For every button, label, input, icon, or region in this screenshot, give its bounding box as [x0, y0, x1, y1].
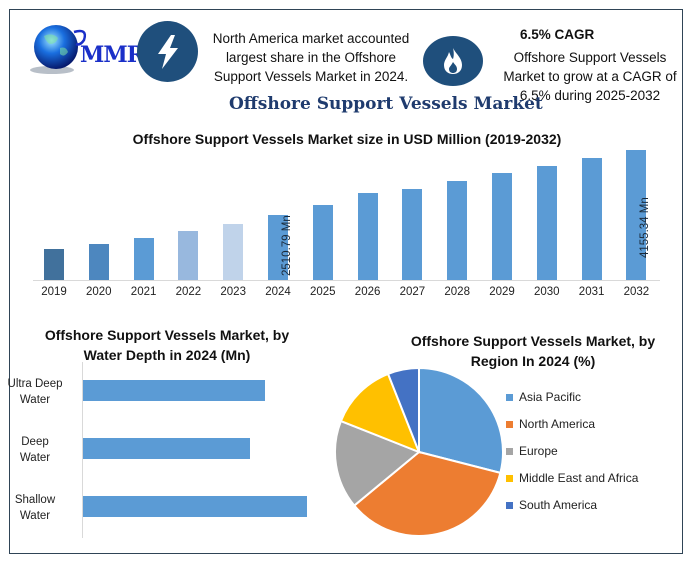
x-tick-label: 2032: [623, 286, 650, 298]
pie-slice-middle-east-and-africa: [339, 372, 421, 454]
region-pie-chart: [334, 366, 504, 537]
bar-value-label: 4155.34 Mn: [639, 197, 652, 258]
x-tick-label: 2019: [41, 286, 67, 298]
blurb-line: largest share in the Offshore: [225, 50, 397, 65]
x-tick-label: 2025: [310, 286, 336, 298]
bar-2029: [492, 173, 512, 280]
mmr-logo: MMR: [22, 20, 145, 82]
legend-swatch: [506, 393, 513, 401]
y-axis: [82, 362, 83, 538]
bar-2031: [581, 158, 602, 280]
lightning-bolt-icon: [137, 21, 198, 82]
water-depth-categories: Ultra Deep Water Deep Water Shallow Water: [4, 362, 80, 538]
blurb-line: Offshore Support Vessels: [513, 50, 667, 65]
legend-item: Middle East and Africa: [506, 471, 638, 485]
hbar-deep-water: [83, 438, 250, 459]
x-tick-label: 2022: [175, 286, 202, 298]
bar-2032: 4155.34 Mn: [626, 150, 651, 280]
bar-2022: [178, 231, 199, 280]
x-tick-label: 2029: [489, 286, 515, 298]
bar-2021: [133, 238, 154, 280]
bar-2020: [88, 244, 109, 280]
logo-text: MMR: [80, 42, 145, 68]
legend-item: South America: [506, 498, 597, 512]
x-tick-label: 2024: [265, 286, 291, 298]
blurb-line: 6.5% during 2025-2032: [519, 88, 661, 103]
bar-value-label: 2510.79 Mn: [281, 215, 293, 276]
blurb-line: North America market accounted: [212, 31, 410, 46]
water-depth-chart-title: Offshore Support Vessels Market, by Wate…: [44, 327, 290, 363]
bar-2030: [536, 166, 557, 280]
pie-slice-north-america: [352, 450, 502, 537]
pie-slice-asia-pacific: [418, 366, 504, 475]
x-tick-label: 2028: [444, 286, 470, 298]
category-label: Deep Water: [19, 436, 51, 464]
hbar-shallow-water: [83, 496, 307, 517]
region-legend: Asia Pacific North America Europe Middle Ea…: [506, 390, 676, 520]
x-tick-label: 2020: [86, 286, 112, 298]
bar-2027: [402, 189, 423, 280]
bar-2024: 2510.79 Mn: [268, 215, 293, 280]
cagr-title: 6.5% CAGR: [520, 27, 595, 42]
north-america-blurb: North America market accounted largest s…: [203, 29, 419, 86]
hbar-ultra-deep-water: [83, 380, 265, 401]
pie-slice-europe: [334, 419, 421, 507]
x-tick-label: 2031: [578, 286, 605, 298]
blurb-line: Market to grow at a CAGR of: [503, 69, 677, 84]
legend-label: North America: [519, 417, 596, 431]
legend-label: South America: [519, 498, 598, 512]
legend-label: Middle East and Africa: [519, 471, 639, 485]
market-size-column-chart: 2019 2020 2021 2022 2023 2510.79 Mn 2024 2025 20…: [33, 140, 660, 298]
bar-2026: [357, 193, 378, 280]
x-tick-label: 2026: [354, 286, 381, 298]
bar-2025: [312, 205, 333, 280]
legend-swatch: [506, 420, 513, 428]
legend-label: Asia Pacific: [519, 390, 582, 404]
infographic-frame: [9, 9, 683, 554]
category-label: Ultra Deep Water: [7, 378, 63, 406]
water-depth-bar-chart: [82, 362, 322, 538]
legend-item: Europe: [506, 444, 558, 458]
legend-label: Europe: [519, 444, 558, 458]
bar-2028: [447, 181, 468, 280]
x-tick-label: 2021: [130, 286, 157, 298]
flame-icon: [423, 36, 483, 86]
market-size-chart-title: Offshore Support Vessels Market size in …: [132, 131, 562, 147]
x-axis: [33, 280, 660, 281]
region-chart-title: Offshore Support Vessels Market, by Regi…: [410, 333, 656, 369]
x-tick-label: 2023: [220, 286, 246, 298]
blurb-line: Support Vessels Market in 2024.: [213, 69, 409, 84]
globe-icon: [30, 25, 87, 74]
bar-2023: [223, 224, 244, 280]
legend-item: Asia Pacific: [506, 390, 581, 404]
page-title: Offshore Support Vessels Market: [229, 94, 543, 114]
cagr-blurb: Offshore Support Vessels Market to grow …: [497, 48, 683, 105]
legend-item: North America: [506, 417, 595, 431]
x-tick-label: 2027: [399, 286, 426, 298]
legend-swatch: [506, 474, 513, 482]
bar-2019: [44, 249, 64, 280]
x-tick-label: 2030: [534, 286, 560, 298]
pie-slice-south-america: [386, 366, 420, 453]
legend-swatch: [506, 447, 513, 455]
category-label: Shallow Water: [14, 494, 56, 522]
legend-swatch: [506, 501, 513, 509]
